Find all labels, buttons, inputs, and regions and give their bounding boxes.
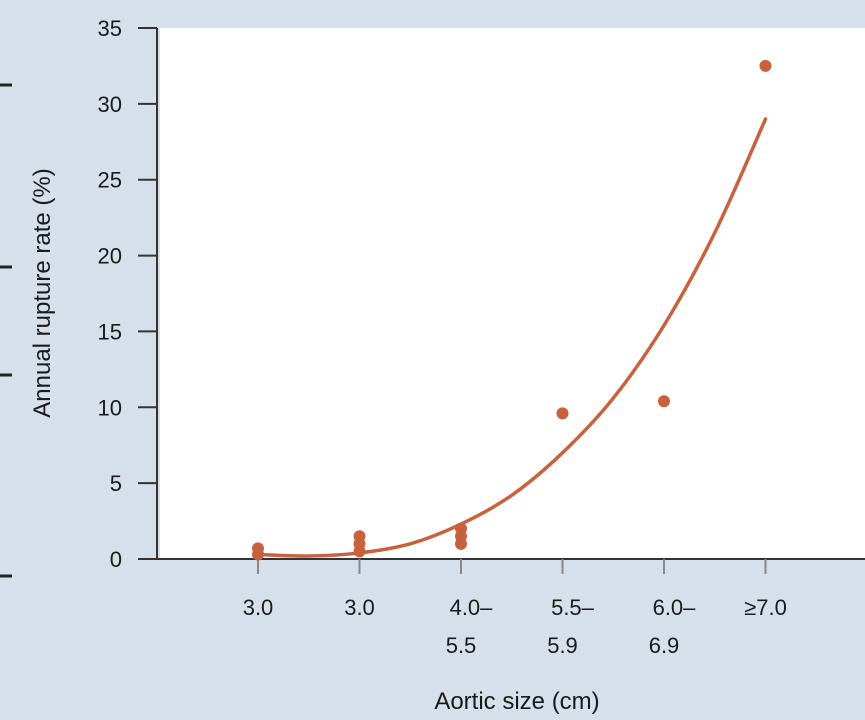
x-tick-label: ≥7.0 bbox=[744, 595, 787, 620]
x-tick-label: 5.5 bbox=[446, 633, 477, 658]
y-tick-label: 30 bbox=[98, 92, 122, 117]
y-tick-label: 35 bbox=[98, 16, 122, 41]
data-point bbox=[556, 407, 569, 420]
y-tick-label: 10 bbox=[98, 395, 122, 420]
data-point bbox=[455, 522, 467, 535]
x-tick-label: 5.5– bbox=[551, 595, 595, 620]
data-point bbox=[658, 395, 670, 408]
x-tick-label: 5.9 bbox=[547, 633, 578, 658]
points-layer bbox=[252, 59, 772, 561]
y-tick-label: 0 bbox=[110, 547, 122, 572]
y-tick-label: 5 bbox=[110, 471, 122, 496]
data-point bbox=[759, 59, 772, 72]
plot-area bbox=[160, 28, 865, 559]
x-tick-label: 4.0– bbox=[450, 595, 494, 620]
y-tick-label: 25 bbox=[98, 168, 122, 193]
x-tick-label: 6.9 bbox=[649, 633, 680, 658]
x-axis-ticks: 3.0 3.0 4.0– 5.5 5.5– 5.9 6.0– 6.9 ≥7.0 bbox=[243, 559, 787, 658]
x-axis-label: Aortic size (cm) bbox=[434, 688, 599, 715]
y-axis-label: Annual rupture rate (%) bbox=[29, 168, 56, 417]
y-tick-label: 20 bbox=[98, 244, 122, 269]
data-point bbox=[252, 542, 264, 555]
x-tick-label: 6.0– bbox=[653, 595, 697, 620]
y-axis-ticks: 0 5 10 15 20 25 30 35 bbox=[98, 16, 157, 572]
x-tick-label: 3.0 bbox=[243, 595, 274, 620]
data-point bbox=[353, 530, 366, 543]
y-tick-label: 15 bbox=[98, 319, 122, 344]
x-tick-label: 3.0 bbox=[344, 595, 375, 620]
